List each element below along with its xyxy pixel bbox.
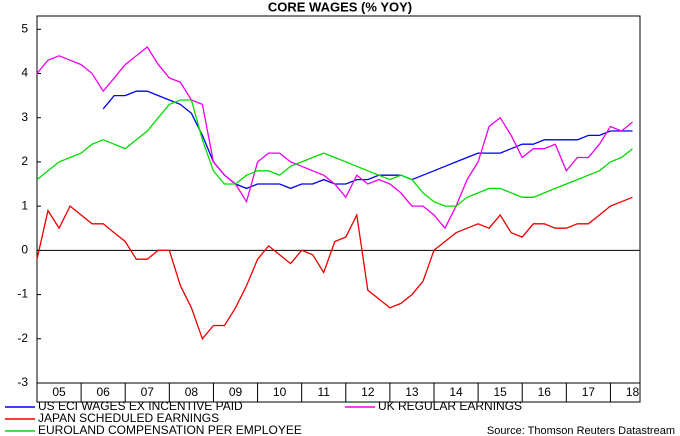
x-tick-label: 16 bbox=[538, 385, 552, 399]
x-tick-label: 09 bbox=[229, 385, 243, 399]
x-tick-label: 17 bbox=[582, 385, 596, 399]
y-tick-label: -2 bbox=[17, 331, 28, 345]
x-tick-label: 07 bbox=[141, 385, 155, 399]
series-line bbox=[36, 46, 633, 230]
legend-label: UK REGULAR EARNINGS bbox=[378, 399, 522, 413]
plot-frame bbox=[36, 15, 641, 384]
legend-label: EUROLAND COMPENSATION PER EMPLOYEE bbox=[38, 423, 302, 436]
source: Source: Thomson Reuters Datastream bbox=[487, 425, 675, 436]
series-line bbox=[36, 196, 633, 341]
y-tick-label: 5 bbox=[21, 21, 28, 35]
x-tick-label: 12 bbox=[361, 385, 375, 399]
legend-label: US ECI WAGES EX INCENTIVE PAID bbox=[38, 399, 243, 413]
y-tick-label: 4 bbox=[21, 66, 28, 80]
series-line bbox=[36, 99, 633, 207]
x-axis-band bbox=[36, 382, 641, 403]
x-tick-label: 15 bbox=[493, 385, 507, 399]
y-tick-label: -3 bbox=[17, 375, 28, 389]
x-tick-label: 11 bbox=[317, 385, 330, 399]
legend-label: JAPAN SCHEDULED EARNINGS bbox=[38, 411, 219, 425]
y-tick-label: 2 bbox=[21, 154, 28, 168]
chart-title: CORE WAGES (% YOY) bbox=[268, 0, 412, 14]
x-tick-label: 13 bbox=[405, 385, 419, 399]
series-line bbox=[102, 90, 633, 190]
x-tick-label: 06 bbox=[96, 385, 110, 399]
y-tick-label: -1 bbox=[17, 287, 28, 301]
y-tick-label: 0 bbox=[21, 243, 28, 257]
y-tick-label: 3 bbox=[21, 110, 28, 124]
x-tick-label: 10 bbox=[273, 385, 287, 399]
y-tick-label: 1 bbox=[21, 198, 28, 212]
x-tick-label: 05 bbox=[52, 385, 66, 399]
x-tick-label: 18 bbox=[626, 385, 640, 399]
x-tick-label: 14 bbox=[449, 385, 463, 399]
x-tick-label: 08 bbox=[185, 385, 199, 399]
